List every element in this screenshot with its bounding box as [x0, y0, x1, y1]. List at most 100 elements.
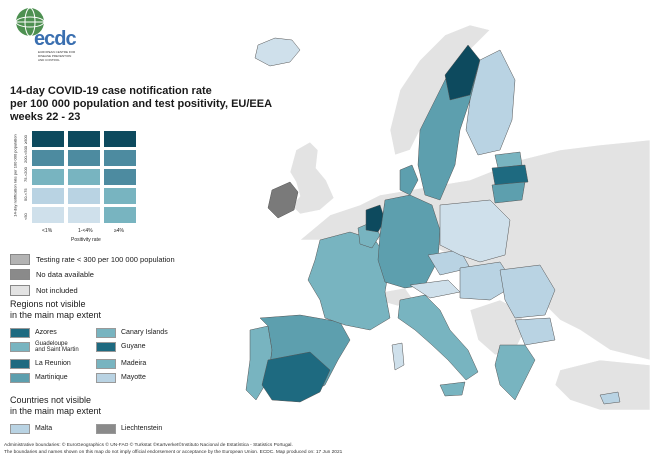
region-swatch: [96, 372, 116, 383]
region-label: Guyane: [121, 343, 146, 350]
region-label: La Reunion: [35, 360, 71, 367]
balkans-non-eu: [469, 299, 526, 356]
greece: [494, 344, 536, 401]
title-line-3: weeks 22 - 23: [10, 111, 81, 123]
region-label: Guadeloupe and Saint Martin: [35, 341, 79, 353]
region-item: Mayotte: [96, 372, 146, 383]
cyprus: [599, 391, 621, 405]
matrix-cell: [67, 168, 101, 186]
legend-testing: Testing rate < 300 per 100 000 populatio…: [10, 253, 175, 266]
matrix-cell: [67, 130, 101, 148]
logo-subtitle: EUROPEAN CENTRE FOR DISEASE PREVENTION A…: [38, 50, 76, 62]
countries-heading-2: in the main map extent: [10, 406, 102, 416]
countries-heading-1: Countries not visible: [10, 395, 92, 405]
region-item: Madeira: [96, 358, 146, 369]
matrix-x-tick: ≥4%: [114, 228, 124, 234]
region-swatch: [96, 358, 116, 369]
region-label: Canary Islands: [121, 329, 168, 336]
matrix-cell: [67, 149, 101, 167]
matrix-x-tick: 1-<4%: [78, 228, 93, 234]
region-item: La Reunion: [10, 358, 71, 369]
matrix-y-tick: 75-<200: [23, 167, 28, 182]
matrix-cell: [103, 206, 137, 224]
region-label: Martinique: [35, 374, 68, 381]
uk-land: [289, 141, 335, 215]
title-line-1: 14-day COVID-19 case notification rate: [10, 85, 212, 97]
matrix-cell: [31, 130, 65, 148]
region-label: Madeira: [121, 360, 147, 367]
map-title: 14-day COVID-19 case notification rate p…: [10, 85, 272, 124]
map-footer: Administrative boundaries: © EuroGeograp…: [4, 443, 342, 456]
region-label-line1: Guadeloupe: [35, 340, 68, 347]
estonia: [494, 151, 523, 169]
logo-text: ecdc: [34, 28, 77, 50]
matrix-y-axis: 14-day notification rate per 100 000 pop…: [11, 128, 19, 228]
iceland: [254, 37, 301, 67]
regions-heading-2: in the main map extent: [10, 310, 102, 320]
region-label-line2: and Saint Martin: [35, 346, 79, 353]
turkey-land: [554, 359, 650, 411]
legend-not-included: Not included: [10, 284, 78, 297]
matrix-cell: [103, 168, 137, 186]
region-item: Martinique: [10, 372, 68, 383]
country-swatch: [10, 423, 30, 434]
ecdc-logo: [12, 6, 84, 66]
matrix-cell: [103, 130, 137, 148]
not-included-swatch: [10, 285, 30, 296]
matrix-cell: [67, 206, 101, 224]
matrix-cell: [31, 168, 65, 186]
region-swatch: [10, 358, 30, 369]
testing-swatch: [10, 254, 30, 265]
matrix-x-tick: <1%: [42, 228, 53, 234]
matrix-cell: [103, 149, 137, 167]
country-label: Liechtenstein: [121, 425, 163, 432]
italy: [397, 294, 479, 381]
matrix-y-tick: ≥500: [23, 135, 28, 144]
matrix-cell: [103, 187, 137, 205]
countries-heading: Countries not visible in the main map ex…: [10, 395, 101, 417]
ireland: [267, 181, 299, 219]
legend-not-included-label: Not included: [36, 286, 78, 295]
finland: [465, 49, 516, 156]
sicily: [439, 381, 466, 397]
matrix-cell: [31, 187, 65, 205]
spain-south: [261, 351, 331, 403]
matrix-y-tick: 50-<75: [23, 188, 28, 201]
no-data-swatch: [10, 269, 30, 280]
footer-line-2: The boundaries and names shown on this m…: [4, 449, 343, 455]
region-label: Azores: [35, 329, 57, 336]
region-item: Azores: [10, 327, 57, 338]
region-item: Canary Islands: [96, 327, 168, 338]
footer-line-1: Administrative boundaries: © EuroGeograp…: [4, 443, 293, 448]
denmark: [399, 164, 419, 196]
legend-testing-label: Testing rate < 300 per 100 000 populatio…: [36, 255, 175, 264]
lithuania: [491, 181, 526, 204]
matrix-x-title: Positivity rate: [71, 237, 101, 243]
region-swatch: [10, 341, 30, 352]
sardinia: [391, 342, 405, 371]
germany: [377, 194, 441, 289]
bivariate-legend-grid: [31, 130, 139, 225]
region-item: Guadeloupe and Saint Martin: [10, 341, 79, 353]
region-swatch: [96, 327, 116, 338]
matrix-y-tick: 200-<500: [23, 145, 28, 163]
matrix-cell: [67, 187, 101, 205]
poland: [439, 199, 511, 263]
globe-icon: [15, 7, 45, 37]
matrix-cell: [31, 149, 65, 167]
country-swatch: [96, 423, 116, 434]
region-label: Mayotte: [121, 374, 146, 381]
region-item: Guyane: [96, 341, 146, 352]
matrix-y-title: 14-day notification rate per 100 000 pop…: [12, 134, 18, 217]
sweden-north: [444, 44, 481, 101]
country-item: Liechtenstein: [96, 423, 162, 434]
region-swatch: [96, 341, 116, 352]
latvia: [491, 164, 529, 186]
bulgaria: [514, 317, 556, 346]
country-label: Malta: [35, 425, 53, 432]
legend-no-data-label: No data available: [36, 270, 94, 279]
region-swatch: [10, 327, 30, 338]
romania: [499, 264, 556, 319]
country-item: Malta: [10, 423, 52, 434]
